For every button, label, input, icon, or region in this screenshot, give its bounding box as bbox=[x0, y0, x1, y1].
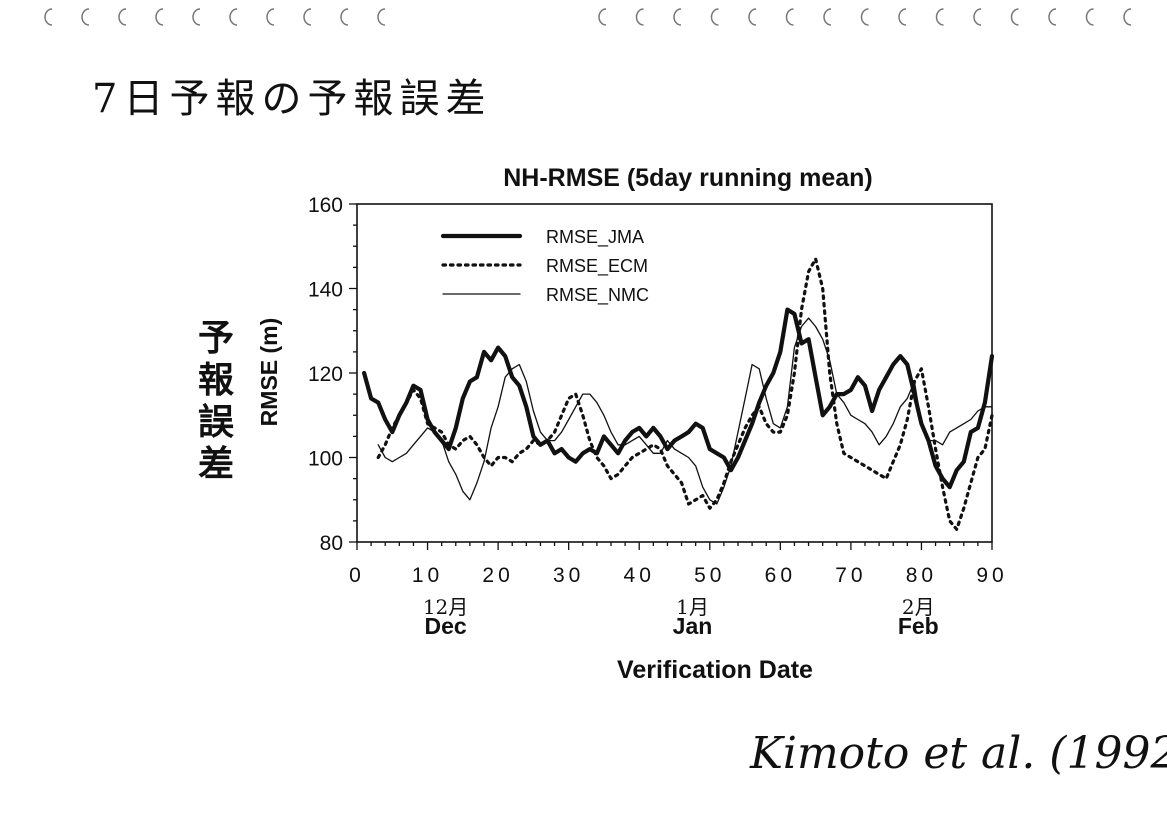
x-tick-label: 10 bbox=[412, 564, 443, 587]
y-tick-label: 120 bbox=[308, 363, 343, 386]
binding-ring bbox=[785, 8, 794, 26]
binding-ring bbox=[598, 8, 607, 26]
month-name-label: Jan bbox=[673, 613, 713, 639]
binding-ring bbox=[710, 8, 719, 26]
x-tick-label: 30 bbox=[553, 564, 584, 587]
y-tick-label: 80 bbox=[320, 532, 343, 555]
binding-ring bbox=[192, 8, 201, 26]
binding-ring bbox=[118, 8, 127, 26]
x-tick-label: 80 bbox=[906, 564, 937, 587]
binding-ring bbox=[1085, 8, 1094, 26]
series-lines bbox=[362, 257, 995, 531]
binding-ring bbox=[860, 8, 869, 26]
legend-label: RMSE_ECM bbox=[546, 256, 648, 277]
y-axis: 80 100 120 140 160 bbox=[308, 194, 357, 555]
citation-credit: Kimoto et al. (1992) bbox=[750, 728, 1167, 779]
month-hand-label: 12月 bbox=[423, 595, 468, 619]
y-tick-label: 160 bbox=[308, 194, 343, 217]
binding-ring bbox=[1010, 8, 1019, 26]
binding-ring bbox=[44, 8, 53, 26]
legend-label: RMSE_JMA bbox=[546, 227, 644, 248]
binding-ring bbox=[748, 8, 757, 26]
binding-ring bbox=[155, 8, 164, 26]
plot-frame bbox=[356, 203, 993, 543]
month-name-label: Feb bbox=[898, 613, 939, 639]
y-tick-label: 140 bbox=[308, 279, 343, 302]
x-tick-label: 90 bbox=[976, 564, 1007, 587]
x-axis-label: Verification Date bbox=[617, 656, 813, 684]
series-line-rmse-jma bbox=[362, 307, 995, 490]
x-axis: 0 10 20 30 40 50 60 70 80 90 bbox=[349, 542, 1007, 587]
binding-ring bbox=[81, 8, 90, 26]
month-name-label: Dec bbox=[424, 613, 466, 639]
y-axis-label: RMSE (m) bbox=[256, 318, 282, 427]
handwritten-heading: 7日予報の予報誤差 bbox=[92, 76, 492, 122]
binding-ring bbox=[935, 8, 944, 26]
binding-ring bbox=[973, 8, 982, 26]
binding-ring bbox=[229, 8, 238, 26]
month-hand-label: 1月 bbox=[676, 595, 709, 619]
x-tick-label: 60 bbox=[765, 564, 796, 587]
binding-ring bbox=[303, 8, 312, 26]
series-line-rmse-ecm bbox=[376, 257, 994, 531]
binding-ring bbox=[673, 8, 682, 26]
x-tick-label: 40 bbox=[624, 564, 655, 587]
handwritten-side-label: 予報誤差 bbox=[197, 318, 234, 485]
binding-ring bbox=[898, 8, 907, 26]
y-tick-label: 100 bbox=[308, 448, 343, 471]
binding-ring bbox=[340, 8, 349, 26]
notebook-binding-rings bbox=[44, 8, 1132, 26]
binding-ring bbox=[1123, 8, 1132, 26]
x-tick-label: 50 bbox=[694, 564, 725, 587]
binding-ring bbox=[377, 8, 386, 26]
legend-label: RMSE_NMC bbox=[546, 285, 649, 306]
binding-ring bbox=[1048, 8, 1057, 26]
x-tick-label: 0 bbox=[349, 564, 365, 587]
binding-ring bbox=[635, 8, 644, 26]
binding-ring bbox=[823, 8, 832, 26]
x-tick-label: 70 bbox=[835, 564, 866, 587]
legend: RMSE_JMA RMSE_ECM RMSE_NMC bbox=[440, 227, 649, 306]
month-hand-label: 2月 bbox=[902, 595, 935, 619]
binding-ring bbox=[266, 8, 275, 26]
x-tick-label: 20 bbox=[482, 564, 513, 587]
chart-title: NH-RMSE (5day running mean) bbox=[503, 164, 872, 192]
series-line-rmse-nmc bbox=[377, 317, 993, 505]
